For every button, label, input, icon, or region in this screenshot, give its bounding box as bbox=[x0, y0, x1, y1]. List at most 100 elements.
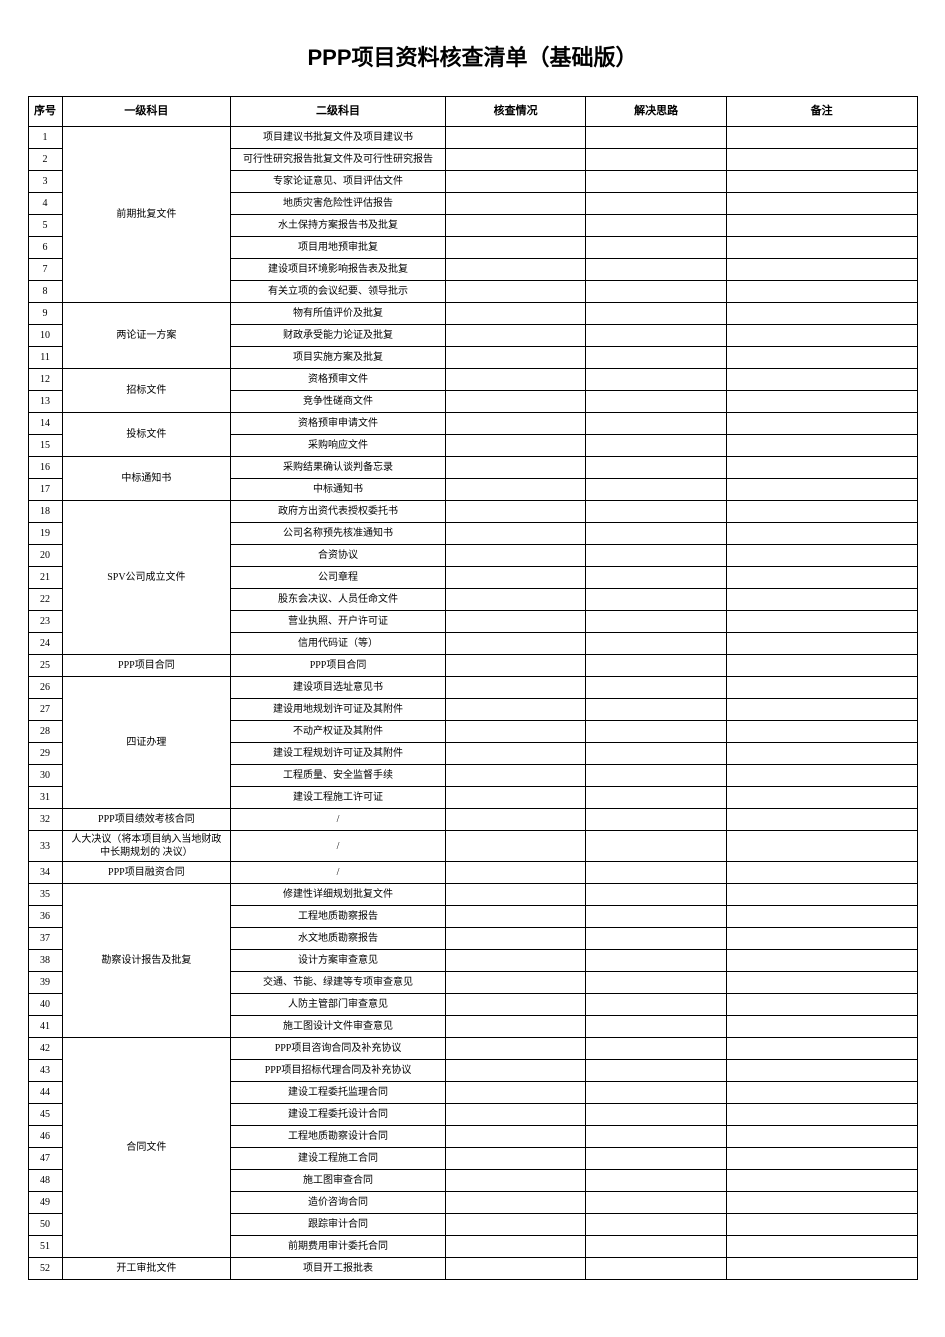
cell-level1: 招标文件 bbox=[62, 369, 231, 413]
cell-note bbox=[726, 743, 917, 765]
cell-level2: 股东会决议、人员任命文件 bbox=[231, 589, 446, 611]
cell-check bbox=[445, 501, 585, 523]
cell-solution bbox=[586, 589, 726, 611]
cell-seq: 46 bbox=[28, 1126, 62, 1148]
cell-level2: 建设项目选址意见书 bbox=[231, 677, 446, 699]
cell-solution bbox=[586, 391, 726, 413]
cell-level2: 交通、节能、绿建等专项审查意见 bbox=[231, 972, 446, 994]
table-row: 33人大决议（将本项目纳入当地财政中长期规划的 决议）/ bbox=[28, 831, 917, 862]
cell-solution bbox=[586, 347, 726, 369]
cell-check bbox=[445, 413, 585, 435]
cell-solution bbox=[586, 862, 726, 884]
cell-level1: SPV公司成立文件 bbox=[62, 501, 231, 655]
cell-note bbox=[726, 457, 917, 479]
cell-level2: PPP项目咨询合同及补充协议 bbox=[231, 1038, 446, 1060]
cell-seq: 9 bbox=[28, 303, 62, 325]
cell-level2: 公司章程 bbox=[231, 567, 446, 589]
cell-solution bbox=[586, 611, 726, 633]
cell-seq: 52 bbox=[28, 1258, 62, 1280]
cell-note bbox=[726, 523, 917, 545]
cell-seq: 47 bbox=[28, 1148, 62, 1170]
cell-level2: 采购响应文件 bbox=[231, 435, 446, 457]
cell-seq: 15 bbox=[28, 435, 62, 457]
cell-seq: 44 bbox=[28, 1082, 62, 1104]
cell-level2: 项目开工报批表 bbox=[231, 1258, 446, 1280]
cell-seq: 7 bbox=[28, 259, 62, 281]
cell-level2: 资格预审申请文件 bbox=[231, 413, 446, 435]
cell-solution bbox=[586, 149, 726, 171]
cell-note bbox=[726, 677, 917, 699]
cell-solution bbox=[586, 809, 726, 831]
cell-level2: 修建性详细规划批复文件 bbox=[231, 884, 446, 906]
cell-note bbox=[726, 906, 917, 928]
table-row: 32PPP项目绩效考核合同/ bbox=[28, 809, 917, 831]
cell-level2: 中标通知书 bbox=[231, 479, 446, 501]
cell-check bbox=[445, 567, 585, 589]
cell-note bbox=[726, 1214, 917, 1236]
cell-check bbox=[445, 1148, 585, 1170]
cell-note bbox=[726, 501, 917, 523]
cell-note bbox=[726, 928, 917, 950]
cell-check bbox=[445, 435, 585, 457]
cell-seq: 2 bbox=[28, 149, 62, 171]
cell-note bbox=[726, 633, 917, 655]
cell-level2: 建设工程委托设计合同 bbox=[231, 1104, 446, 1126]
cell-note bbox=[726, 1082, 917, 1104]
col-header-level2: 二级科目 bbox=[231, 97, 446, 127]
cell-seq: 12 bbox=[28, 369, 62, 391]
cell-level2: 项目建议书批复文件及项目建议书 bbox=[231, 127, 446, 149]
cell-level2: 有关立项的会议纪要、领导批示 bbox=[231, 281, 446, 303]
table-row: 12招标文件资格预审文件 bbox=[28, 369, 917, 391]
cell-seq: 30 bbox=[28, 765, 62, 787]
cell-solution bbox=[586, 950, 726, 972]
cell-note bbox=[726, 237, 917, 259]
cell-check bbox=[445, 391, 585, 413]
cell-solution bbox=[586, 721, 726, 743]
cell-check bbox=[445, 1192, 585, 1214]
cell-note bbox=[726, 721, 917, 743]
cell-note bbox=[726, 1104, 917, 1126]
cell-note bbox=[726, 809, 917, 831]
cell-level1: PPP项目融资合同 bbox=[62, 862, 231, 884]
cell-seq: 4 bbox=[28, 193, 62, 215]
table-row: 9两论证一方案物有所值评价及批复 bbox=[28, 303, 917, 325]
cell-seq: 21 bbox=[28, 567, 62, 589]
cell-solution bbox=[586, 127, 726, 149]
col-header-seq: 序号 bbox=[28, 97, 62, 127]
table-header-row: 序号 一级科目 二级科目 核查情况 解决思路 备注 bbox=[28, 97, 917, 127]
cell-check bbox=[445, 972, 585, 994]
cell-level2: 专家论证意见、项目评估文件 bbox=[231, 171, 446, 193]
cell-level2: 工程质量、安全监督手续 bbox=[231, 765, 446, 787]
cell-solution bbox=[586, 743, 726, 765]
cell-solution bbox=[586, 787, 726, 809]
cell-note bbox=[726, 655, 917, 677]
cell-seq: 41 bbox=[28, 1016, 62, 1038]
cell-solution bbox=[586, 303, 726, 325]
cell-check bbox=[445, 237, 585, 259]
cell-solution bbox=[586, 479, 726, 501]
cell-level2: 建设工程施工许可证 bbox=[231, 787, 446, 809]
cell-level2: 造价咨询合同 bbox=[231, 1192, 446, 1214]
cell-level2: 项目实施方案及批复 bbox=[231, 347, 446, 369]
cell-solution bbox=[586, 281, 726, 303]
cell-seq: 20 bbox=[28, 545, 62, 567]
cell-level2: 采购结果确认谈判备忘录 bbox=[231, 457, 446, 479]
table-row: 16中标通知书采购结果确认谈判备忘录 bbox=[28, 457, 917, 479]
cell-note bbox=[726, 215, 917, 237]
cell-note bbox=[726, 765, 917, 787]
cell-check bbox=[445, 259, 585, 281]
cell-check bbox=[445, 928, 585, 950]
cell-seq: 40 bbox=[28, 994, 62, 1016]
cell-note bbox=[726, 787, 917, 809]
cell-check bbox=[445, 457, 585, 479]
cell-check bbox=[445, 545, 585, 567]
cell-check bbox=[445, 369, 585, 391]
cell-seq: 42 bbox=[28, 1038, 62, 1060]
cell-check bbox=[445, 1104, 585, 1126]
cell-seq: 3 bbox=[28, 171, 62, 193]
cell-note bbox=[726, 611, 917, 633]
cell-solution bbox=[586, 1214, 726, 1236]
cell-solution bbox=[586, 699, 726, 721]
cell-solution bbox=[586, 994, 726, 1016]
cell-check bbox=[445, 1258, 585, 1280]
